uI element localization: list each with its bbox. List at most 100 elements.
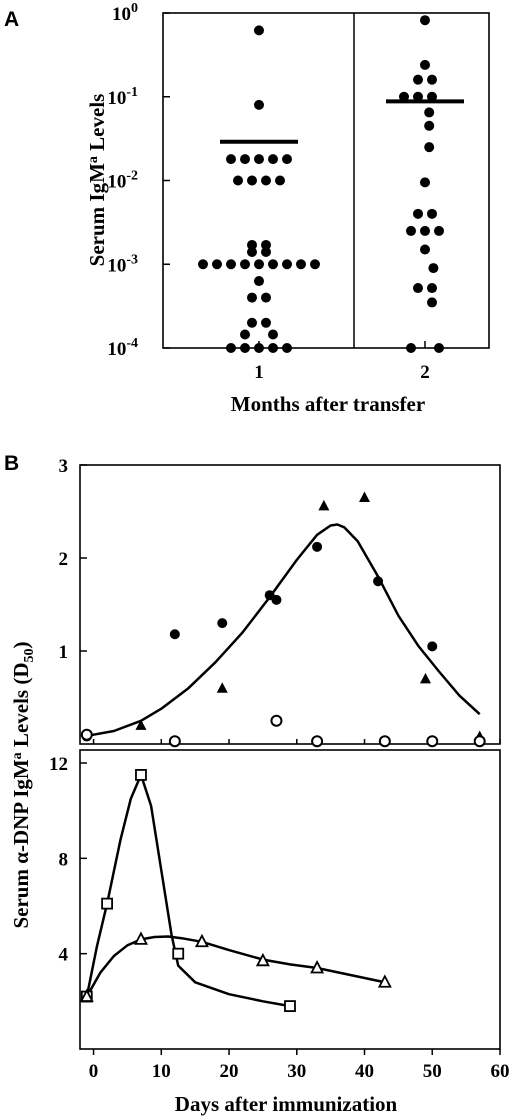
panel-b-fit-curve xyxy=(86,523,481,738)
panel-a-y-tick-label: 10-1 xyxy=(107,85,138,109)
panel-a-data-point xyxy=(240,329,250,340)
panel-a-data-point xyxy=(424,107,435,118)
panel-a-data-point xyxy=(310,259,320,270)
open-triangle-point xyxy=(255,952,270,967)
panel-b-y-tick-label: 12 xyxy=(49,754,68,775)
panel-b-y-tick-label: 8 xyxy=(59,849,69,870)
filled-circle-point xyxy=(373,576,384,587)
panel-a-data-point xyxy=(434,343,444,353)
open-circle-point xyxy=(80,728,93,741)
panel-b-x-tick-label: 0 xyxy=(89,1061,99,1082)
panel-a-data-point xyxy=(240,343,250,353)
open-circle-point xyxy=(168,735,181,748)
panel-b-upper-frame xyxy=(79,464,501,745)
open-circle-point xyxy=(426,735,439,748)
open-triangle-point xyxy=(377,974,392,988)
panel-b-y-tick-label: 4 xyxy=(59,945,69,966)
panel-a-means xyxy=(220,99,464,144)
panel-a-data-point xyxy=(268,329,278,340)
panel-a-data-point xyxy=(282,259,292,270)
open-circle-point xyxy=(378,735,391,748)
panel-a-letter: A xyxy=(4,8,19,31)
panel-a-data-point xyxy=(240,154,250,165)
filled-circle-point xyxy=(169,629,180,640)
panel-a-data-point xyxy=(261,239,271,250)
panel-b-x-axis-title: Days after immunization xyxy=(175,1092,398,1116)
panel-a-data-point xyxy=(420,244,430,255)
panel-b-x-tick-label: 20 xyxy=(220,1061,239,1082)
panel-b-points xyxy=(79,491,486,1012)
panel-a-data-point xyxy=(247,247,257,258)
panel-a-data-point xyxy=(427,91,437,102)
panel-a-y-ticks: 10-4 10-3 10-2 10-1 100 xyxy=(107,1,170,360)
panel-a-data-point xyxy=(247,175,257,186)
panel-a-data-point xyxy=(226,343,236,353)
panel-a-y-axis-title: Serum IgMa Levels xyxy=(85,94,109,267)
panel-a-data-point xyxy=(268,343,278,353)
panel-a-points xyxy=(198,15,444,353)
panel-a-data-point xyxy=(424,120,435,131)
panel-b-y-tick-label: 1 xyxy=(59,642,69,663)
open-triangle-point xyxy=(194,933,209,948)
open-square-point xyxy=(101,897,113,910)
panel-b-x-tick-label: 60 xyxy=(491,1061,510,1082)
panel-a-data-point xyxy=(399,91,409,102)
filled-circle-point xyxy=(271,594,282,605)
panel-a-data-point xyxy=(420,59,430,70)
open-square-point xyxy=(172,947,185,960)
filled-circle-point xyxy=(312,541,323,552)
open-square-point xyxy=(284,1000,296,1012)
panel-b-x-ticks: 0 10 20 30 40 50 60 xyxy=(89,739,510,1082)
panel-a-data-point xyxy=(247,239,257,250)
panel-b-y-tick-label: 3 xyxy=(59,456,69,477)
panel-a-data-point xyxy=(275,175,285,186)
open-triangle-point xyxy=(310,960,325,974)
panel-a-data-point xyxy=(413,208,423,219)
panel-b-curves xyxy=(85,523,481,1008)
panel-b-x-tick-label: 30 xyxy=(287,1061,306,1082)
panel-a-x-tick-label: 2 xyxy=(420,362,430,383)
panel-a-data-point xyxy=(261,175,271,186)
open-triangle-point xyxy=(79,988,94,1002)
panel-a-data-point xyxy=(261,292,271,303)
panel-a-data-point xyxy=(427,297,437,308)
panel-a-frame xyxy=(162,12,490,349)
panel-a-data-point xyxy=(247,292,257,303)
panel-a-x-axis-title: Months after transfer xyxy=(231,392,425,416)
open-square-point xyxy=(135,769,147,781)
panel-a-y-tick-label: 10-2 xyxy=(107,169,138,193)
panel-a-data-point xyxy=(420,225,430,236)
panel-a-data-point xyxy=(254,276,264,287)
panel-a-data-point xyxy=(261,317,271,328)
panel-a-y-tick-label: 100 xyxy=(112,1,138,25)
panel-a-data-point xyxy=(427,208,437,219)
panel-a-data-point xyxy=(413,283,423,294)
panel-a-data-point xyxy=(424,142,435,153)
panel-b-x-tick-label: 40 xyxy=(355,1061,374,1082)
panel-b-y-tick-label: 2 xyxy=(59,549,69,570)
filled-circle-point xyxy=(427,641,438,652)
open-circle-point xyxy=(270,714,283,727)
panel-b-y-axis-title: Serum α-DNP IgMa Levels (D50) xyxy=(9,641,37,928)
panel-a-y-tick-label: 10-4 xyxy=(107,336,138,360)
panel-a-data-point xyxy=(406,343,416,353)
panel-a-data-point xyxy=(420,177,430,188)
panel-a-data-point xyxy=(282,154,292,165)
panel-a-data-point xyxy=(198,259,208,270)
panel-a: A 10-4 10-3 10-2 10-1 100 1 2 Serum IgMa Leve… xyxy=(4,1,490,416)
panel-a-data-point xyxy=(233,175,243,186)
panel-a-data-point xyxy=(413,74,423,85)
panel-b-letter: B xyxy=(4,452,19,475)
panel-a-data-point xyxy=(261,247,271,258)
filled-triangle-point xyxy=(419,672,431,684)
panel-a-data-point xyxy=(427,74,437,85)
panel-a-data-point xyxy=(420,15,430,26)
panel-b-lower-frame xyxy=(79,749,501,1050)
filled-triangle-point xyxy=(318,499,330,511)
panel-a-data-point xyxy=(428,263,439,274)
filled-triangle-point xyxy=(135,719,147,730)
panel-a-data-point xyxy=(240,259,250,270)
